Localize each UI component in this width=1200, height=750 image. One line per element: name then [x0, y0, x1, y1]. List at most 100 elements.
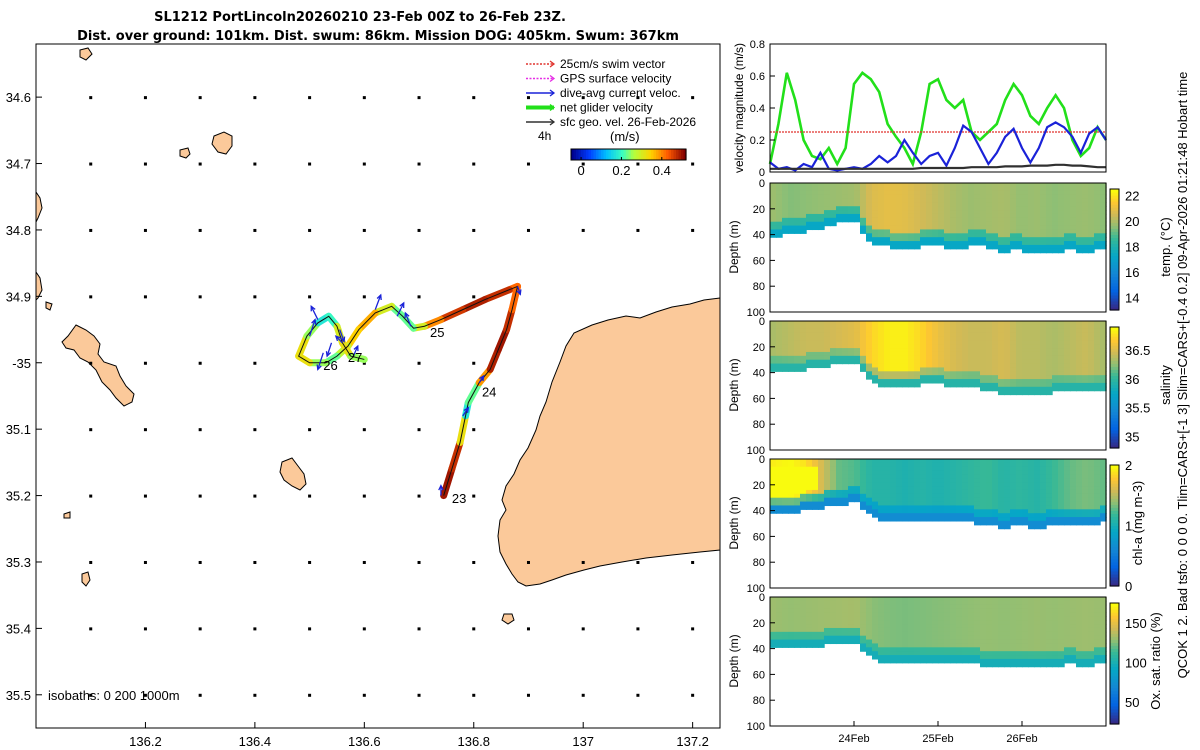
heatmap-cell [998, 336, 1005, 341]
heatmap-cell [896, 336, 903, 341]
heatmap-cell [1004, 662, 1011, 668]
heatmap-cell [1004, 328, 1011, 334]
heatmap-cell [1016, 202, 1023, 207]
heatmap-cell [956, 371, 963, 376]
heatmap-cell [1100, 620, 1107, 625]
heatmap-cell [1052, 210, 1059, 215]
heatmap-cell [1004, 355, 1011, 361]
heatmap-cell [926, 241, 933, 246]
heatmap-cell [896, 647, 903, 652]
heatmap-cell [860, 363, 867, 369]
heatmap-cell [812, 478, 819, 483]
heatmap-cell [1004, 489, 1011, 495]
heatmap-cell [920, 241, 927, 246]
heatmap-cell [890, 363, 897, 369]
heatmap-cell [842, 183, 849, 188]
heatmap-cell [824, 213, 831, 219]
heatmap-cell [800, 459, 807, 464]
heatmap-cell [902, 340, 909, 345]
heatmap-cell [962, 328, 969, 334]
heatmap-cell [962, 616, 969, 621]
heatmap-cell [1046, 190, 1053, 196]
heatmap-cell [956, 651, 963, 656]
heatmap-cell [866, 186, 873, 192]
heatmap-cell [932, 363, 939, 369]
heatmap-cell [950, 517, 957, 522]
heatmap-colorbar-cell [1110, 345, 1119, 349]
heatmap-cell [770, 210, 777, 215]
time-x-ticks: 24Feb 25Feb 26Feb [838, 721, 1038, 745]
heatmap-cell [974, 202, 981, 207]
heatmap-cell [884, 371, 891, 376]
heatmap-cell [992, 213, 999, 219]
heatmap-colorbar-cell [1110, 483, 1119, 487]
heatmap-cell [908, 379, 915, 384]
heatmap-cell [1076, 328, 1083, 334]
heatmap-cell [968, 624, 975, 629]
heatmap-cell [1094, 647, 1101, 652]
heatmap-cell [1028, 186, 1035, 192]
heatmap-cell [1022, 466, 1029, 472]
isobath-speck [253, 228, 257, 232]
heatmap-cell [1028, 348, 1035, 353]
heatmap-cell [1100, 489, 1107, 495]
heatmap-cell [956, 639, 963, 645]
isobath-speck [362, 428, 366, 432]
heatmap-cell [944, 627, 951, 633]
heatmap-cell [1010, 217, 1017, 223]
heatmap-cell [1094, 379, 1101, 384]
heatmap-cell [890, 348, 897, 353]
heatmap-cell [980, 639, 987, 645]
heatmap-cell [896, 379, 903, 384]
heatmap-cell [956, 600, 963, 606]
heatmap-cell [1100, 470, 1107, 476]
heatmap-cell [992, 386, 999, 392]
heatmap-cell [992, 183, 999, 188]
heatmap-cell [980, 328, 987, 334]
heatmap-cell [986, 237, 993, 242]
heatmap-cell [884, 336, 891, 341]
heatmap-cell [914, 635, 921, 641]
heatmap-cell [908, 328, 915, 334]
heatmap-cell [998, 390, 1005, 396]
heatmap-cell [890, 324, 897, 330]
heatmap-cell [1076, 620, 1083, 625]
heatmap-cell [974, 363, 981, 369]
heatmap-cell [998, 355, 1005, 361]
heatmap-cell [992, 631, 999, 637]
heatmap-cell [932, 635, 939, 641]
heatmap-cell [848, 351, 855, 357]
heatmap-cell [914, 482, 921, 487]
heatmap-cell [908, 631, 915, 637]
heatmap-cell [1016, 662, 1023, 668]
heatmap-cell [1070, 190, 1077, 196]
heatmap-cell [818, 206, 825, 211]
heatmap-colorbar-tick-label: 100 [1125, 655, 1147, 670]
heatmap-cell [896, 631, 903, 637]
heatmap-cell [836, 194, 843, 200]
heatmap-cell [1046, 509, 1053, 514]
heatmap-cell [914, 470, 921, 476]
heatmap-colorbar-cell [1110, 306, 1119, 311]
map-colorbar-cell [616, 149, 620, 160]
heatmap-cell [992, 237, 999, 242]
heatmap-cell [992, 651, 999, 656]
isobath-speck [198, 162, 202, 166]
heatmap-cell [878, 375, 885, 380]
heatmap-cell [770, 348, 777, 353]
heatmap-cell [1064, 183, 1071, 188]
heatmap-cell [1052, 336, 1059, 341]
heatmap-cell [794, 501, 801, 507]
heatmap-cell [812, 336, 819, 341]
heatmap-cell [1010, 639, 1017, 645]
heatmap-cell [932, 332, 939, 338]
heatmap-cell [908, 241, 915, 246]
heatmap-cell [1058, 248, 1065, 254]
heatmap-cell [944, 332, 951, 338]
heatmap-cell [848, 198, 855, 203]
heatmap-cell [1022, 470, 1029, 476]
heatmap-cell [944, 355, 951, 361]
heatmap-cell [1094, 244, 1101, 250]
heatmap-cell [884, 608, 891, 614]
heatmap-cell [986, 198, 993, 203]
